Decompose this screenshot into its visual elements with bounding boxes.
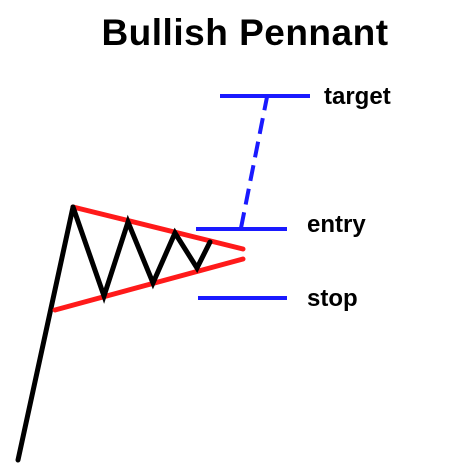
projection-dashed-line bbox=[239, 96, 269, 229]
price-zigzag bbox=[70, 204, 213, 304]
target-label: target bbox=[324, 83, 391, 110]
diagram-title: Bullish Pennant bbox=[101, 12, 389, 53]
flagpole-line bbox=[15, 204, 76, 463]
lower-trendline bbox=[52, 256, 246, 313]
stop-label: stop bbox=[307, 285, 358, 312]
upper-trendline bbox=[70, 204, 246, 252]
entry-label: entry bbox=[307, 211, 366, 238]
